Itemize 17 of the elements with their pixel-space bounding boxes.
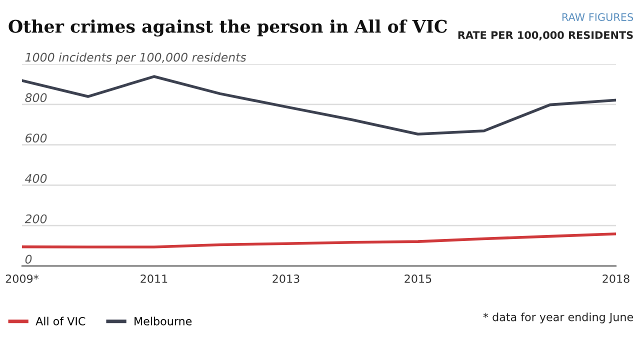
y-tick-label: 400 — [24, 174, 47, 183]
y-tick-label: 200 — [24, 214, 47, 224]
text: * data for year ending June — [483, 312, 634, 324]
chart-title: Other crimes against the person in All of VIC — [8, 19, 447, 37]
x-tick-label: 2009* — [6, 274, 39, 283]
text: RAW FIGURES — [562, 13, 634, 22]
x-tick-label: 2018 — [602, 274, 630, 283]
legend-label: All of VIC — [36, 316, 86, 326]
x-tick-label: 2013 — [272, 274, 300, 283]
text: RATE PER 100,000 RESIDENTS — [458, 31, 633, 40]
x-tick-label: 2015 — [404, 274, 432, 283]
legend-label: Melbourne — [134, 316, 192, 326]
y-tick-label: 1000 incidents per 100,000 residents — [25, 52, 246, 64]
y-tick-label: 0 — [25, 254, 32, 264]
x-tick-label: 2011 — [140, 274, 168, 283]
y-tick-label: 800 — [25, 93, 47, 102]
y-tick-label: 600 — [26, 134, 47, 143]
